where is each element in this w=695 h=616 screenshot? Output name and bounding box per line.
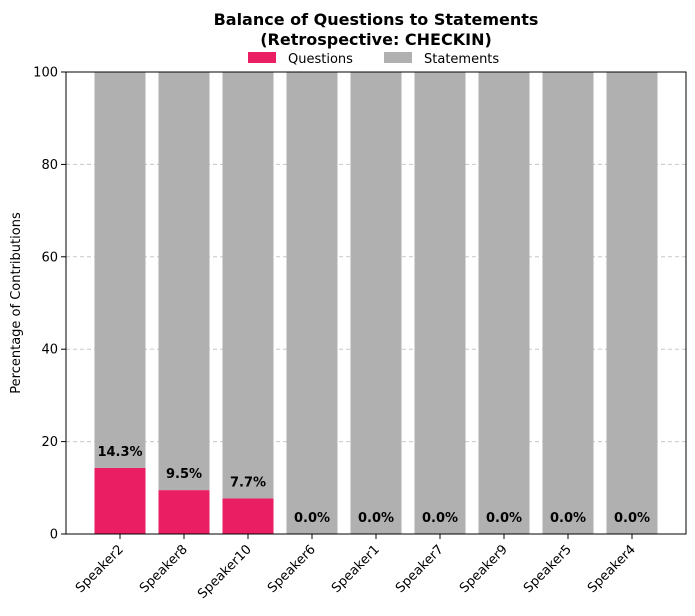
chart-title-line-1: Balance of Questions to Statements	[214, 10, 539, 29]
bar-statements	[222, 72, 274, 499]
bar-questions	[158, 490, 210, 534]
legend-label-questions: Questions	[288, 52, 353, 67]
y-axis-label: Percentage of Contributions	[9, 212, 24, 394]
bars	[94, 72, 658, 534]
bar-statements	[478, 72, 530, 534]
bar-questions	[222, 498, 274, 534]
data-labels: 14.3% 9.5% 7.7% 0.0% 0.0% 0.0% 0.0% 0.0% 0.0%	[97, 445, 650, 526]
legend-label-statements: Statements	[424, 52, 499, 67]
x-tick-label: Speaker10	[195, 542, 255, 602]
data-label: 0.0%	[294, 511, 330, 526]
x-tick-label: Speaker6	[265, 542, 319, 596]
x-axis: Speaker2 Speaker8 Speaker10 Speaker6 Speaker…	[73, 534, 639, 602]
data-label: 0.0%	[614, 511, 650, 526]
legend-swatch-questions	[248, 52, 276, 63]
bar-statements	[158, 72, 210, 491]
bar-statements	[350, 72, 402, 534]
data-label: 0.0%	[422, 511, 458, 526]
bar-statements	[542, 72, 594, 534]
legend-swatch-statements	[384, 52, 412, 63]
x-tick-label: Speaker4	[585, 542, 639, 596]
x-tick-label: Speaker5	[521, 542, 575, 596]
y-tick-label: 20	[41, 435, 58, 450]
x-tick-label: Speaker8	[137, 542, 191, 596]
y-tick-label: 40	[41, 343, 58, 358]
y-tick-label: 80	[41, 158, 58, 173]
y-axis: 0 20 40 60 80 100	[33, 66, 66, 543]
data-label: 0.0%	[486, 511, 522, 526]
x-tick-label: Speaker7	[393, 542, 447, 596]
y-tick-label: 100	[33, 66, 58, 81]
legend: Questions Statements	[248, 52, 499, 67]
data-label: 0.0%	[358, 511, 394, 526]
data-label: 7.7%	[230, 475, 266, 490]
x-tick-label: Speaker1	[329, 542, 383, 596]
chart-title-line-2: (Retrospective: CHECKIN)	[260, 30, 492, 49]
bar-statements	[606, 72, 658, 534]
data-label: 14.3%	[97, 445, 142, 460]
bar-statements	[286, 72, 338, 534]
y-tick-label: 0	[50, 528, 58, 543]
bar-questions	[94, 467, 146, 534]
bar-statements	[414, 72, 466, 534]
data-label: 0.0%	[550, 511, 586, 526]
x-tick-label: Speaker2	[73, 542, 127, 596]
y-tick-label: 60	[41, 250, 58, 265]
x-tick-label: Speaker9	[457, 542, 511, 596]
bar-statements	[94, 72, 146, 468]
data-label: 9.5%	[166, 467, 202, 482]
